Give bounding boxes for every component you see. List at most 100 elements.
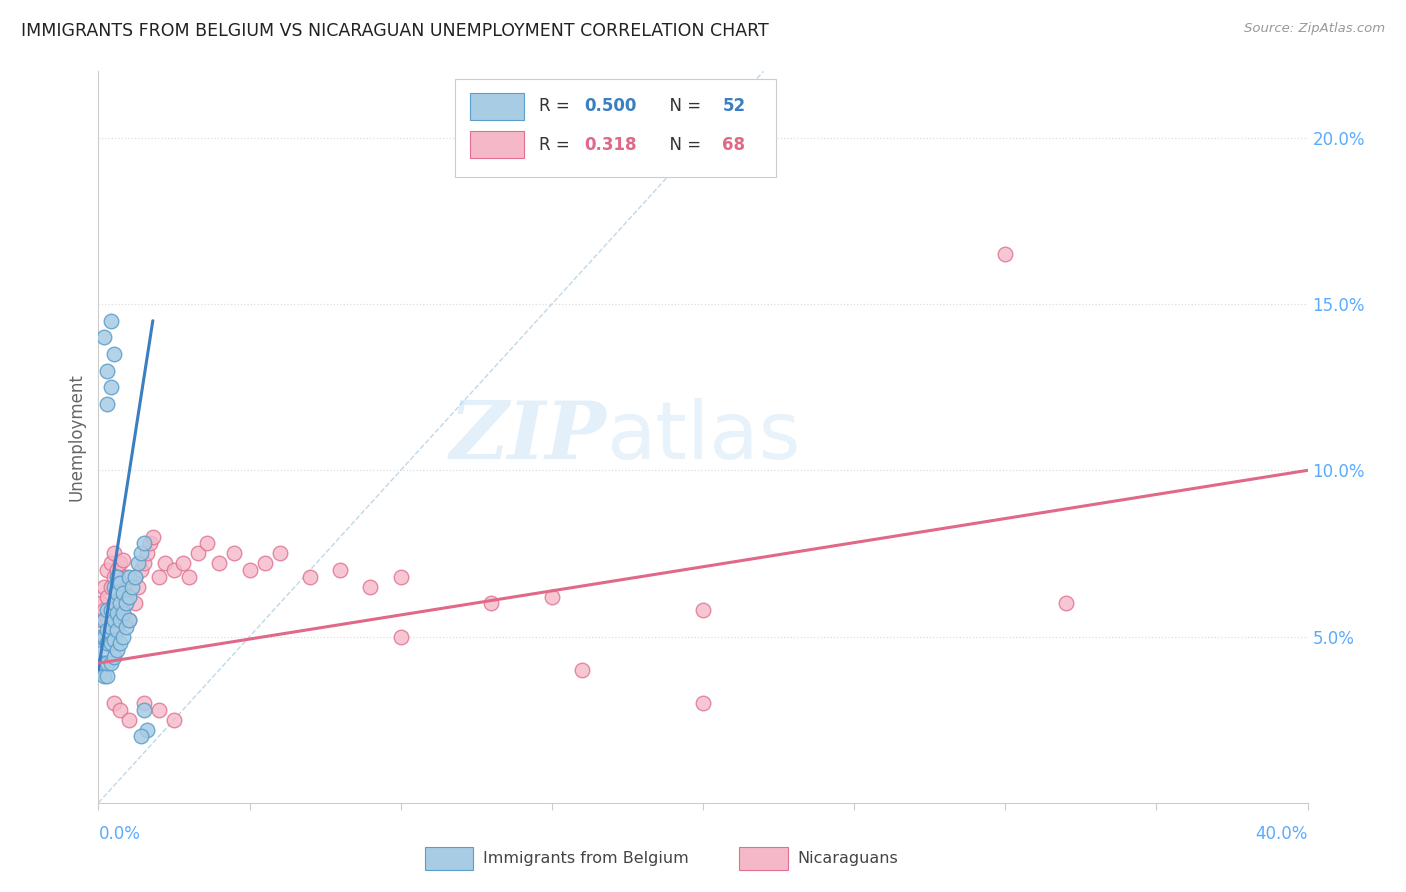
Point: [108, 586, 131, 600]
Point: [103, 546, 125, 560]
Point: [103, 570, 125, 584]
Text: R =: R =: [538, 136, 579, 153]
Point: [90, 630, 112, 644]
Text: Nicaraguans: Nicaraguans: [797, 851, 898, 866]
Point: [108, 703, 131, 717]
Text: N =: N =: [659, 136, 707, 153]
Point: [118, 590, 141, 604]
Point: [571, 663, 593, 677]
Point: [100, 580, 122, 594]
Point: [239, 563, 262, 577]
Text: 40.0%: 40.0%: [1256, 825, 1308, 843]
Text: Immigrants from Belgium: Immigrants from Belgium: [482, 851, 689, 866]
Text: IMMIGRANTS FROM BELGIUM VS NICARAGUAN UNEMPLOYMENT CORRELATION CHART: IMMIGRANTS FROM BELGIUM VS NICARAGUAN UN…: [21, 22, 769, 40]
Point: [224, 546, 246, 560]
Point: [118, 713, 141, 727]
Point: [100, 380, 122, 394]
Point: [105, 590, 128, 604]
FancyBboxPatch shape: [456, 78, 776, 178]
Point: [93, 656, 115, 670]
Point: [135, 723, 157, 737]
Point: [103, 649, 125, 664]
Point: [103, 623, 125, 637]
Point: [93, 630, 115, 644]
Point: [132, 696, 155, 710]
Point: [132, 536, 155, 550]
Point: [96, 669, 118, 683]
Point: [96, 590, 118, 604]
Point: [195, 536, 218, 550]
Point: [994, 247, 1017, 261]
Point: [93, 580, 115, 594]
Text: 68: 68: [723, 136, 745, 153]
Point: [100, 636, 122, 650]
Point: [103, 347, 125, 361]
FancyBboxPatch shape: [425, 847, 474, 870]
Point: [692, 696, 714, 710]
Point: [114, 570, 136, 584]
Point: [108, 613, 131, 627]
Y-axis label: Unemployment: Unemployment: [67, 373, 86, 501]
Point: [100, 656, 122, 670]
Text: 0.318: 0.318: [585, 136, 637, 153]
Point: [100, 630, 122, 644]
Point: [103, 596, 125, 610]
Point: [93, 330, 115, 344]
Text: R =: R =: [538, 97, 575, 115]
Point: [1054, 596, 1077, 610]
Point: [90, 663, 112, 677]
Point: [105, 563, 128, 577]
Point: [127, 557, 149, 571]
Point: [100, 603, 122, 617]
Point: [100, 314, 122, 328]
Point: [111, 607, 134, 621]
Point: [114, 619, 136, 633]
Point: [360, 580, 382, 594]
Text: N =: N =: [659, 97, 707, 115]
Point: [139, 536, 162, 550]
Text: Source: ZipAtlas.com: Source: ZipAtlas.com: [1244, 22, 1385, 36]
Point: [103, 596, 125, 610]
Point: [114, 596, 136, 610]
Point: [142, 530, 165, 544]
Text: ZIP: ZIP: [450, 399, 606, 475]
Point: [153, 557, 176, 571]
Point: [96, 603, 118, 617]
Point: [129, 546, 152, 560]
Point: [103, 580, 125, 594]
Point: [100, 557, 122, 571]
Point: [163, 563, 186, 577]
Point: [111, 630, 134, 644]
Text: atlas: atlas: [606, 398, 800, 476]
Point: [135, 546, 157, 560]
Point: [121, 580, 143, 594]
Point: [108, 557, 131, 571]
Point: [90, 613, 112, 627]
Point: [105, 619, 128, 633]
Point: [96, 636, 118, 650]
FancyBboxPatch shape: [470, 131, 524, 158]
Point: [148, 570, 170, 584]
Point: [96, 613, 118, 627]
Text: 52: 52: [723, 97, 745, 115]
Point: [105, 586, 128, 600]
Point: [118, 570, 141, 584]
Point: [111, 580, 134, 594]
Point: [389, 630, 412, 644]
Point: [114, 596, 136, 610]
Point: [105, 607, 128, 621]
Point: [103, 696, 125, 710]
Point: [389, 570, 412, 584]
Point: [208, 557, 231, 571]
Text: 0.0%: 0.0%: [98, 825, 141, 843]
Point: [103, 632, 125, 647]
Point: [269, 546, 291, 560]
Point: [132, 557, 155, 571]
Point: [105, 623, 128, 637]
FancyBboxPatch shape: [740, 847, 787, 870]
Point: [179, 570, 201, 584]
Point: [96, 623, 118, 637]
Point: [111, 586, 134, 600]
Point: [96, 636, 118, 650]
Point: [93, 613, 115, 627]
